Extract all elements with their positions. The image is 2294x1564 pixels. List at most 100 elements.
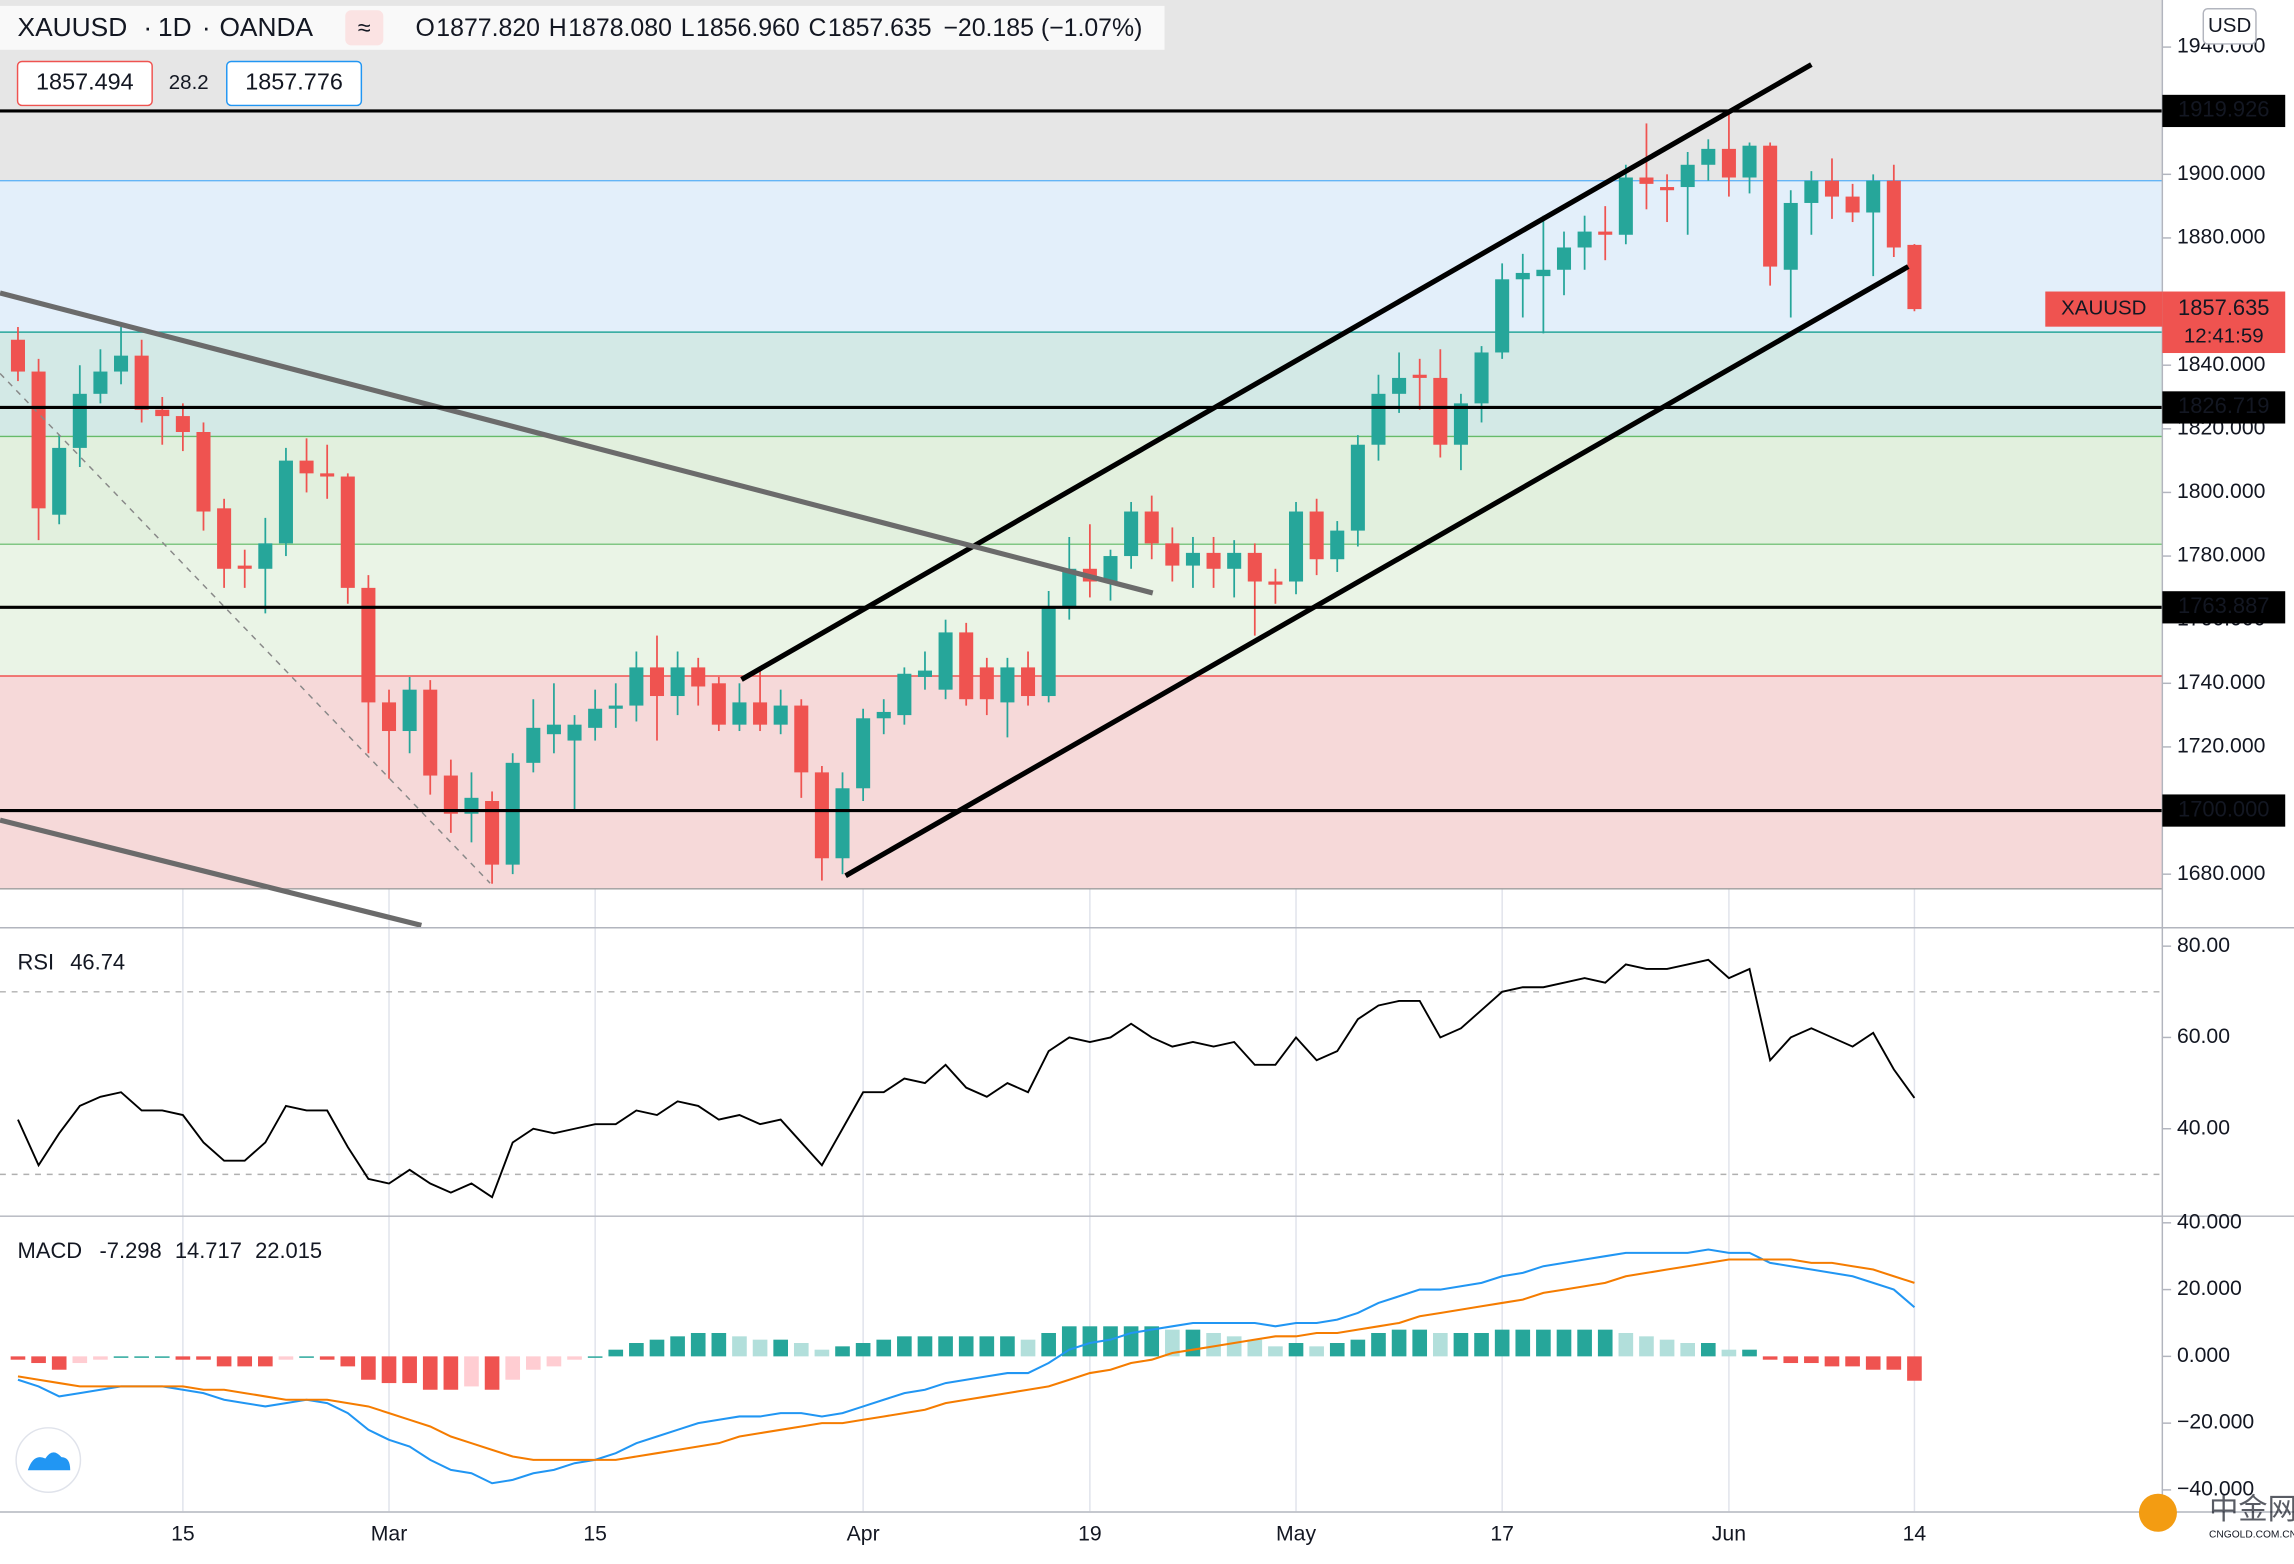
interval: 1D: [158, 12, 192, 42]
price-tag: [2162, 94, 2286, 128]
y-tick-label: 20.000: [2177, 1277, 2242, 1300]
candle-body: [1742, 145, 1757, 178]
candle-body: [31, 371, 46, 509]
candle-body: [93, 371, 108, 394]
candle-body: [917, 670, 932, 677]
candle-body: [629, 667, 644, 706]
y-tick-label: 40.000: [2177, 1210, 2242, 1233]
bid-price: 1857.494: [36, 69, 134, 95]
candle-body: [1515, 272, 1530, 280]
candle-body: [1907, 244, 1922, 310]
candle-body: [938, 632, 953, 690]
histogram-bar: [1886, 1356, 1902, 1370]
histogram-bar: [1350, 1339, 1366, 1357]
histogram-bar: [1556, 1329, 1572, 1357]
histogram-bar: [690, 1332, 706, 1357]
y-tick-label: 1840.000: [2177, 353, 2265, 376]
x-tick-label: 14: [1903, 1522, 1927, 1545]
histogram-bar: [587, 1356, 603, 1358]
currency: USD: [2208, 14, 2251, 37]
status-icon-glyph: ≈: [358, 14, 371, 40]
candle-body: [1453, 403, 1468, 445]
price-tag: [2162, 794, 2286, 827]
y-tick-label: 1680.000: [2177, 862, 2265, 885]
histogram-bar: [1824, 1356, 1840, 1367]
candle-body: [753, 702, 768, 725]
histogram-bar: [1700, 1343, 1716, 1357]
trend-line: [0, 817, 422, 927]
histogram-bar: [1371, 1332, 1386, 1357]
candle-body: [1845, 196, 1860, 213]
histogram-bar: [93, 1356, 108, 1360]
candle-body: [1866, 180, 1881, 213]
histogram-bar: [464, 1356, 479, 1387]
candle-body: [1350, 444, 1365, 531]
candle-body: [897, 673, 912, 716]
candle-body: [1660, 187, 1675, 191]
price-tag: [2162, 591, 2286, 624]
histogram-bar: [1804, 1356, 1819, 1364]
histogram-bar: [31, 1356, 46, 1364]
candle-body: [588, 708, 603, 728]
y-tick-label: −20.000: [2177, 1411, 2254, 1434]
symbol: XAUUSD: [18, 12, 128, 42]
histogram-bar: [1329, 1343, 1345, 1357]
histogram-bar: [1494, 1329, 1510, 1357]
histogram-bar: [1041, 1332, 1056, 1357]
histogram-bar: [443, 1356, 459, 1390]
histogram-bar: [1103, 1326, 1118, 1357]
currency-box[interactable]: [2202, 8, 2257, 45]
x-tick-label: 17: [1490, 1522, 1514, 1545]
candle-body: [1680, 164, 1695, 188]
histogram-bar: [773, 1339, 788, 1357]
candle-body: [1783, 202, 1798, 270]
candle-body: [670, 667, 685, 697]
histogram-bar: [1082, 1326, 1098, 1357]
ohlc-value: 1877.820: [436, 14, 540, 42]
histogram-bar: [670, 1336, 685, 1357]
histogram-bar: [505, 1356, 521, 1380]
watermark: 中金网: [2209, 1493, 2294, 1526]
fib-zone: [0, 544, 2163, 676]
candle-body: [1577, 231, 1592, 248]
candle-body: [1598, 231, 1613, 235]
macd-line: [17, 1248, 1916, 1485]
x-tick-label: 15: [171, 1522, 195, 1545]
candle-body: [1886, 180, 1901, 248]
histogram-bar: [1474, 1332, 1489, 1357]
candle-body: [691, 667, 706, 687]
candle-body: [1701, 148, 1716, 165]
x-tick-label: Jun: [1712, 1522, 1746, 1545]
y-tick-label: 1780.000: [2177, 544, 2265, 567]
candle-body: [959, 632, 974, 700]
histogram-bar: [855, 1343, 871, 1357]
indicator-title: RSI: [18, 949, 55, 974]
last-price: 1857.635: [2178, 295, 2269, 320]
ask-box[interactable]: [226, 60, 363, 107]
last-price-box: [2162, 291, 2286, 354]
price-tag-label: 1919.926: [2178, 97, 2269, 122]
candle-body: [1309, 511, 1324, 560]
status-icon[interactable]: [345, 10, 384, 46]
candle-body: [526, 727, 541, 763]
bid-box[interactable]: [16, 60, 153, 107]
candle-body: [258, 543, 273, 569]
candle-body: [1474, 352, 1489, 404]
fib-zone: [0, 436, 2163, 545]
y-tick-label: 1880.000: [2177, 226, 2265, 249]
fib-zone: [0, 180, 2163, 333]
candle-body: [1330, 530, 1345, 560]
ohlc-key: C: [809, 14, 827, 42]
histogram-bar: [629, 1343, 644, 1357]
indicator-value: -7.298: [99, 1238, 161, 1263]
trend-line: [844, 264, 1910, 878]
histogram-bar: [1515, 1329, 1531, 1357]
trend-line: [740, 62, 1813, 682]
candle-body: [1721, 148, 1736, 178]
candle-body: [1412, 374, 1427, 378]
price-tag-label: 1700.000: [2178, 796, 2269, 821]
histogram-bar: [1309, 1346, 1324, 1357]
candle-body: [1392, 377, 1407, 394]
histogram-bar: [979, 1336, 995, 1357]
histogram-bar: [1742, 1349, 1757, 1357]
